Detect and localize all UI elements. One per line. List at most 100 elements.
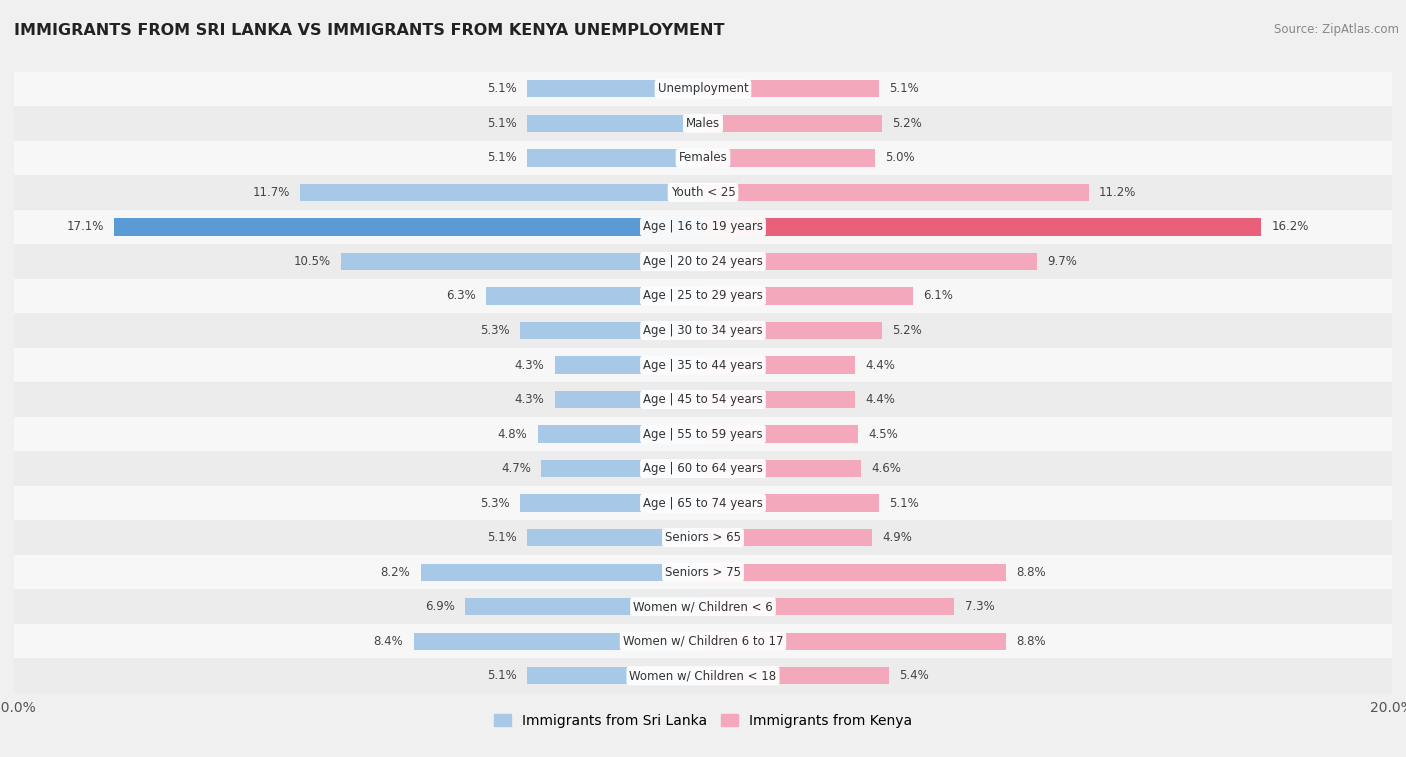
Text: 5.0%: 5.0% bbox=[886, 151, 915, 164]
Text: Seniors > 65: Seniors > 65 bbox=[665, 531, 741, 544]
Bar bbox=[14, 106, 1392, 141]
Bar bbox=[14, 279, 1392, 313]
Bar bbox=[520, 322, 703, 339]
Bar bbox=[703, 218, 1261, 235]
Bar bbox=[703, 391, 855, 408]
Text: 5.2%: 5.2% bbox=[893, 117, 922, 130]
Text: 11.2%: 11.2% bbox=[1099, 186, 1136, 199]
Text: 4.4%: 4.4% bbox=[865, 393, 894, 406]
Bar bbox=[527, 529, 703, 547]
Text: 5.1%: 5.1% bbox=[889, 83, 918, 95]
Text: Age | 45 to 54 years: Age | 45 to 54 years bbox=[643, 393, 763, 406]
Bar bbox=[342, 253, 703, 270]
Text: Age | 16 to 19 years: Age | 16 to 19 years bbox=[643, 220, 763, 233]
Text: 5.4%: 5.4% bbox=[900, 669, 929, 682]
Bar bbox=[703, 667, 889, 684]
Text: 6.1%: 6.1% bbox=[924, 289, 953, 303]
Text: 5.1%: 5.1% bbox=[488, 531, 517, 544]
Text: 11.7%: 11.7% bbox=[252, 186, 290, 199]
Bar bbox=[703, 425, 858, 443]
Text: Unemployment: Unemployment bbox=[658, 83, 748, 95]
Bar bbox=[703, 115, 882, 132]
Text: 5.1%: 5.1% bbox=[889, 497, 918, 509]
Text: Age | 65 to 74 years: Age | 65 to 74 years bbox=[643, 497, 763, 509]
Text: Women w/ Children < 18: Women w/ Children < 18 bbox=[630, 669, 776, 682]
Bar bbox=[703, 80, 879, 98]
Text: 4.9%: 4.9% bbox=[882, 531, 912, 544]
Bar bbox=[555, 357, 703, 374]
Bar bbox=[14, 382, 1392, 417]
Bar bbox=[14, 659, 1392, 693]
Bar bbox=[14, 141, 1392, 175]
Text: 4.5%: 4.5% bbox=[869, 428, 898, 441]
Bar bbox=[14, 72, 1392, 106]
Bar bbox=[14, 555, 1392, 590]
Text: 8.4%: 8.4% bbox=[374, 634, 404, 648]
Bar bbox=[299, 184, 703, 201]
Text: Age | 20 to 24 years: Age | 20 to 24 years bbox=[643, 255, 763, 268]
Bar bbox=[14, 486, 1392, 520]
Bar bbox=[465, 598, 703, 615]
Bar bbox=[703, 529, 872, 547]
Text: 9.7%: 9.7% bbox=[1047, 255, 1077, 268]
Text: 16.2%: 16.2% bbox=[1271, 220, 1309, 233]
Bar bbox=[703, 184, 1088, 201]
Text: 5.1%: 5.1% bbox=[488, 83, 517, 95]
Text: 5.1%: 5.1% bbox=[488, 669, 517, 682]
Bar bbox=[703, 149, 875, 167]
Bar bbox=[541, 460, 703, 477]
Text: 5.1%: 5.1% bbox=[488, 151, 517, 164]
Text: 8.8%: 8.8% bbox=[1017, 634, 1046, 648]
Legend: Immigrants from Sri Lanka, Immigrants from Kenya: Immigrants from Sri Lanka, Immigrants fr… bbox=[489, 709, 917, 734]
Text: 8.8%: 8.8% bbox=[1017, 565, 1046, 578]
Text: 4.6%: 4.6% bbox=[872, 462, 901, 475]
Text: Seniors > 75: Seniors > 75 bbox=[665, 565, 741, 578]
Bar bbox=[14, 210, 1392, 245]
Bar bbox=[14, 624, 1392, 659]
Text: Age | 30 to 34 years: Age | 30 to 34 years bbox=[643, 324, 763, 337]
Bar bbox=[703, 253, 1038, 270]
Text: Source: ZipAtlas.com: Source: ZipAtlas.com bbox=[1274, 23, 1399, 36]
Bar bbox=[527, 667, 703, 684]
Text: Age | 25 to 29 years: Age | 25 to 29 years bbox=[643, 289, 763, 303]
Text: 17.1%: 17.1% bbox=[66, 220, 104, 233]
Bar bbox=[14, 313, 1392, 347]
Bar bbox=[114, 218, 703, 235]
Text: 5.3%: 5.3% bbox=[481, 324, 510, 337]
Text: Women w/ Children 6 to 17: Women w/ Children 6 to 17 bbox=[623, 634, 783, 648]
Bar bbox=[14, 451, 1392, 486]
Bar bbox=[537, 425, 703, 443]
Bar bbox=[420, 563, 703, 581]
Text: 4.3%: 4.3% bbox=[515, 393, 544, 406]
Bar bbox=[413, 633, 703, 650]
Bar bbox=[14, 590, 1392, 624]
Text: 4.7%: 4.7% bbox=[501, 462, 531, 475]
Text: Males: Males bbox=[686, 117, 720, 130]
Text: Youth < 25: Youth < 25 bbox=[671, 186, 735, 199]
Bar bbox=[520, 494, 703, 512]
Text: Age | 60 to 64 years: Age | 60 to 64 years bbox=[643, 462, 763, 475]
Bar bbox=[703, 357, 855, 374]
Text: 5.1%: 5.1% bbox=[488, 117, 517, 130]
Bar bbox=[527, 115, 703, 132]
Bar bbox=[703, 494, 879, 512]
Text: 8.2%: 8.2% bbox=[381, 565, 411, 578]
Bar bbox=[527, 149, 703, 167]
Bar bbox=[703, 322, 882, 339]
Text: 4.8%: 4.8% bbox=[498, 428, 527, 441]
Bar bbox=[555, 391, 703, 408]
Text: Age | 55 to 59 years: Age | 55 to 59 years bbox=[643, 428, 763, 441]
Bar bbox=[527, 80, 703, 98]
Bar bbox=[14, 520, 1392, 555]
Bar bbox=[703, 598, 955, 615]
Text: IMMIGRANTS FROM SRI LANKA VS IMMIGRANTS FROM KENYA UNEMPLOYMENT: IMMIGRANTS FROM SRI LANKA VS IMMIGRANTS … bbox=[14, 23, 724, 38]
Bar bbox=[703, 633, 1007, 650]
Text: 4.3%: 4.3% bbox=[515, 359, 544, 372]
Bar bbox=[14, 347, 1392, 382]
Text: 6.3%: 6.3% bbox=[446, 289, 475, 303]
Bar bbox=[703, 288, 912, 304]
Text: 7.3%: 7.3% bbox=[965, 600, 994, 613]
Bar bbox=[703, 460, 862, 477]
Bar bbox=[703, 563, 1007, 581]
Bar bbox=[14, 245, 1392, 279]
